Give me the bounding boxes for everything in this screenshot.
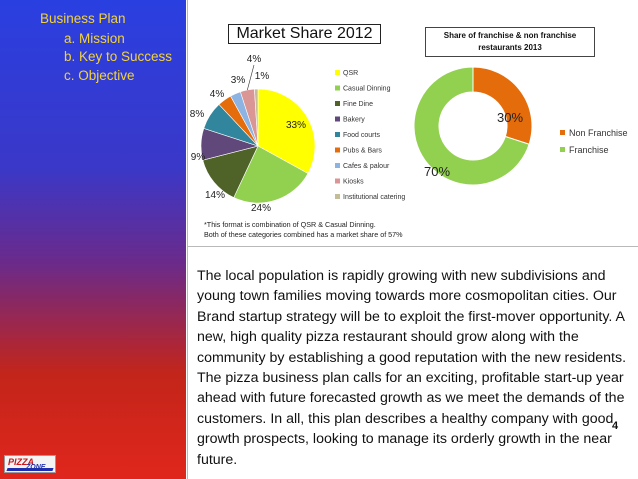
donut-segment-franchise	[413, 66, 530, 186]
pie-data-label-institutional-catering: 1%	[255, 71, 270, 82]
pie-slice-casual-dinning	[233, 145, 309, 204]
logo-word-zone: ZONE	[26, 464, 45, 471]
chart-footnote-line-1: *This format is combination of QSR & Cas…	[204, 220, 376, 229]
franchise-chart-title: Share of franchise & non franchise resta…	[425, 27, 595, 57]
legend-swatch-pubs-bars	[335, 147, 340, 153]
legend-label-bakery: Bakery	[343, 117, 365, 124]
divider-horizontal	[188, 246, 638, 247]
pie-data-label-bakery: 9%	[191, 152, 206, 163]
agenda-item-objective: c. Objective	[64, 67, 135, 83]
legend-label-fine-dine: Fine Dine	[343, 101, 373, 108]
agenda-title: Business Plan	[40, 11, 126, 26]
legend-swatch-cafes-palour	[335, 163, 340, 168]
donut-segment-non-franchise	[472, 66, 533, 145]
legend-swatch-kiosks	[335, 178, 340, 184]
donut-legend-swatch-franchise	[560, 147, 565, 152]
legend-swatch-fine-dine	[335, 101, 340, 106]
pie-data-label-cafes-palour: 3%	[231, 75, 246, 86]
pie-slice-qsr	[257, 88, 316, 174]
pie-data-label-kiosks: 4%	[247, 54, 262, 65]
donut-data-label-non-franchise: 30%	[497, 110, 523, 125]
pie-data-label-food-courts: 8%	[190, 109, 205, 120]
legend-label-cafes-palour: Cafes & palour	[343, 163, 390, 170]
legend-swatch-casual-dinning	[335, 85, 340, 91]
donut-legend-label-franchise: Franchise	[569, 145, 609, 155]
legend-swatch-bakery	[335, 116, 340, 122]
legend-label-food-courts: Food courts	[343, 132, 380, 139]
chart-footnote-line-2: Both of these categories combined has a …	[204, 230, 403, 239]
legend-swatch-qsr	[335, 70, 340, 75]
body-paragraph: The local population is rapidly growing …	[197, 268, 627, 468]
donut-data-label-franchise: 70%	[424, 164, 450, 179]
donut-legend-swatch-non-franchise	[560, 130, 565, 135]
pie-leader-line-kiosks	[247, 64, 255, 91]
page-number: 4	[612, 420, 619, 432]
logo-word-pizza: PIZZA	[8, 457, 34, 467]
legend-swatch-food-courts	[335, 132, 340, 137]
market-share-chart-title: Market Share 2012	[228, 24, 381, 44]
pie-data-label-casual-dinning: 24%	[251, 203, 271, 214]
legend-swatch-institutional-catering	[335, 194, 340, 199]
donut-legend-label-non-franchise: Non Franchise	[569, 128, 628, 138]
main-content	[188, 0, 638, 479]
pie-data-label-qsr: 33%	[286, 120, 306, 131]
sidebar-panel	[0, 0, 186, 479]
agenda-item-key-to-success: b. Key to Success	[64, 49, 173, 64]
agenda-list: Business Plan a. Mission b. Key to Succe…	[40, 10, 172, 85]
pie-data-label-pubs-bars: 4%	[210, 89, 225, 100]
chart-footnote: *This format is combination of QSR & Cas…	[204, 220, 403, 240]
legend-label-institutional-catering: Institutional catering	[343, 194, 405, 201]
legend-label-kiosks: Kiosks	[343, 179, 364, 186]
legend-label-casual-dinning: Casual Dinning	[343, 86, 391, 93]
divider-vertical	[187, 0, 188, 479]
agenda-item-mission: a. Mission	[64, 30, 125, 46]
legend-label-pubs-bars: Pubs & Bars	[343, 148, 382, 155]
pie-data-label-fine-dine: 14%	[205, 190, 225, 201]
legend-label-qsr: QSR	[343, 70, 358, 77]
pie-slice-institutional-catering	[254, 88, 259, 147]
brand-logo: PIZZA ZONE	[4, 455, 56, 473]
